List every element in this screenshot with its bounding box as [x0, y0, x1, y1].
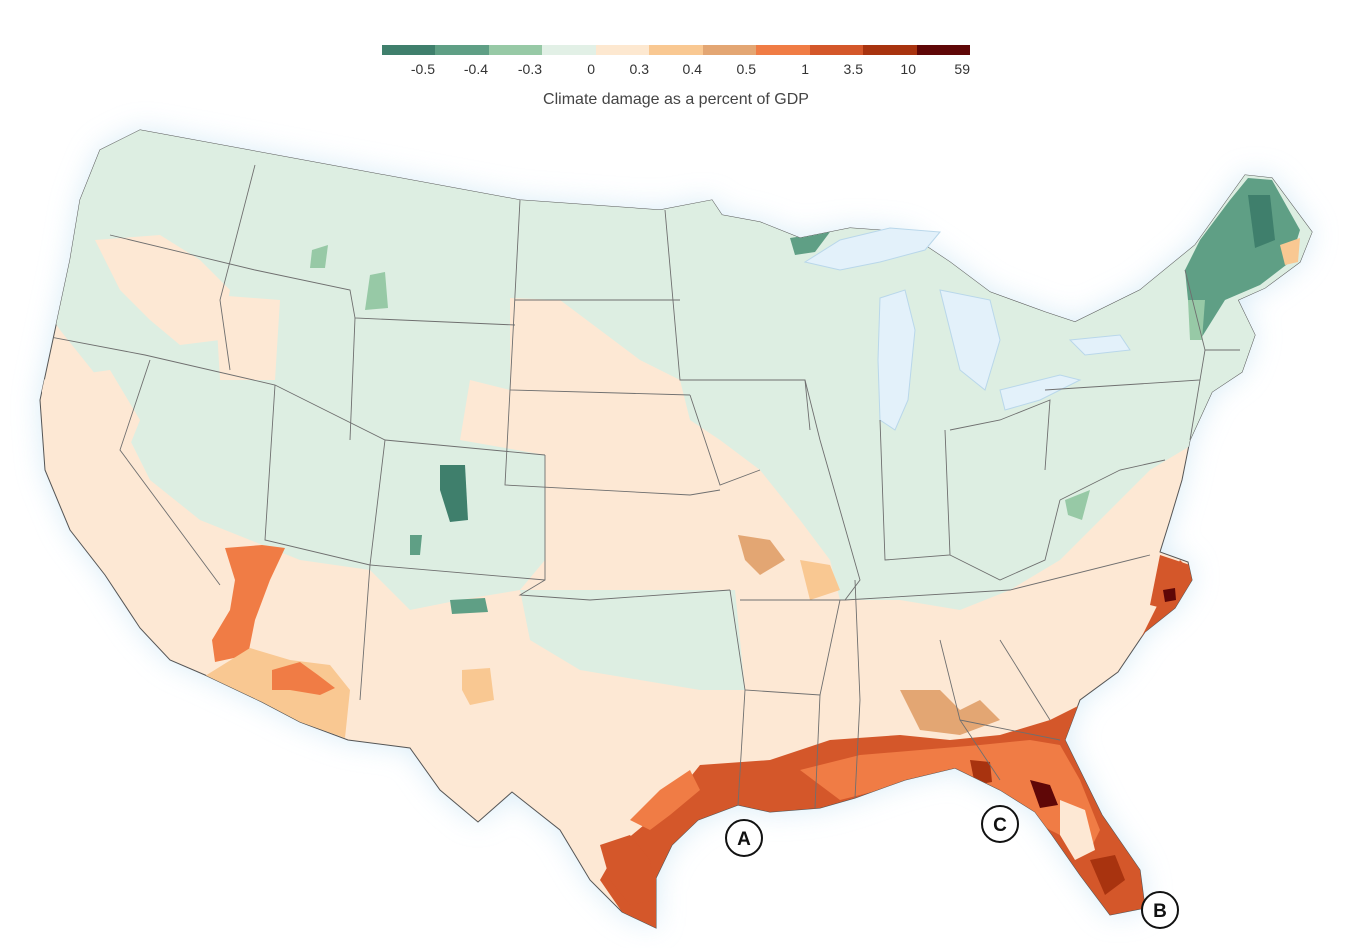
region-maine-dark [1248, 195, 1275, 248]
region-florida-light [1060, 800, 1095, 860]
legend-tick-label: 0.5 [736, 61, 756, 77]
region-arizona-river [212, 545, 285, 662]
region-arizona-south [205, 648, 350, 738]
legend-swatch [595, 45, 650, 55]
marker-b[interactable]: B [1141, 891, 1179, 929]
legend-tick-label: 3.5 [843, 61, 863, 77]
legend-swatch [809, 45, 864, 55]
legend-tick-label: 10 [900, 61, 916, 77]
region-gulf-coast-band [600, 560, 1195, 928]
legend-swatch [756, 45, 810, 55]
legend-tick-label: 0.3 [629, 61, 649, 77]
region-utah-green [410, 535, 422, 555]
marker-a[interactable]: A [725, 819, 763, 857]
color-legend: -0.5 -0.4 -0.3 0 0.3 0.4 0.5 1 3.5 10 59… [382, 45, 970, 108]
region-nc-dark [1163, 588, 1176, 602]
state-borders [40, 164, 1240, 809]
legend-swatch [435, 45, 489, 55]
region-vermont-green [1188, 300, 1205, 340]
region-arizona-hot [272, 662, 335, 695]
legend-swatch [488, 45, 543, 55]
region-wv-green [1065, 490, 1090, 520]
region-colorado-dark [440, 465, 468, 522]
legend-caption: Climate damage as a percent of GDP [543, 91, 809, 108]
legend-tick-label: -0.5 [410, 61, 435, 77]
legend-tick-label: -0.3 [517, 61, 542, 77]
lake-michigan [877, 289, 916, 431]
region-missouri-patch [738, 535, 785, 575]
region-montana-green [310, 245, 328, 268]
legend-tick-label: 0.4 [682, 61, 702, 77]
marker-c[interactable]: C [981, 805, 1019, 843]
legend-tick-label: -0.4 [463, 61, 488, 77]
lake-erie [999, 374, 1082, 411]
legend-ticks: -0.5 -0.4 -0.3 0 0.3 0.4 0.5 1 3.5 10 59 [382, 61, 970, 81]
marker-c-label: C [993, 815, 1007, 836]
region-oklahoma-gain [520, 590, 745, 690]
legend-swatch [649, 45, 703, 55]
region-nc-coast [1150, 555, 1190, 610]
region-southeast-scatter [900, 690, 1000, 735]
region-nm-green [450, 598, 488, 614]
legend-tick-label: 1 [801, 61, 809, 77]
region-nm-patch [462, 668, 494, 705]
region-maine-loss [1280, 238, 1300, 265]
lake-superior [803, 227, 942, 271]
legend-color-bar [382, 45, 970, 55]
marker-b-label: B [1153, 901, 1167, 922]
region-florida-dark [1090, 855, 1125, 895]
legend-swatch [863, 45, 917, 55]
region-idaho-loss [215, 295, 280, 380]
region-south-texas [600, 835, 656, 905]
legend-tick-label: 0 [587, 61, 595, 77]
lake-huron [939, 289, 1001, 391]
region-texas-coast [630, 770, 700, 830]
region-bigbend-darkest [1030, 780, 1058, 808]
region-gulf-inland [800, 740, 1100, 850]
legend-swatch [702, 45, 757, 55]
marker-a-label: A [737, 829, 751, 850]
region-pacific-loss [40, 370, 140, 520]
region-idaho-green [365, 272, 388, 310]
legend-swatch [542, 45, 596, 55]
legend-tick-label: 59 [954, 61, 970, 77]
region-missouri-patch2 [800, 560, 840, 600]
legend-swatch [382, 45, 436, 55]
legend-swatch [916, 45, 970, 55]
lake-ontario [1068, 334, 1131, 356]
region-nw-loss [95, 235, 230, 345]
